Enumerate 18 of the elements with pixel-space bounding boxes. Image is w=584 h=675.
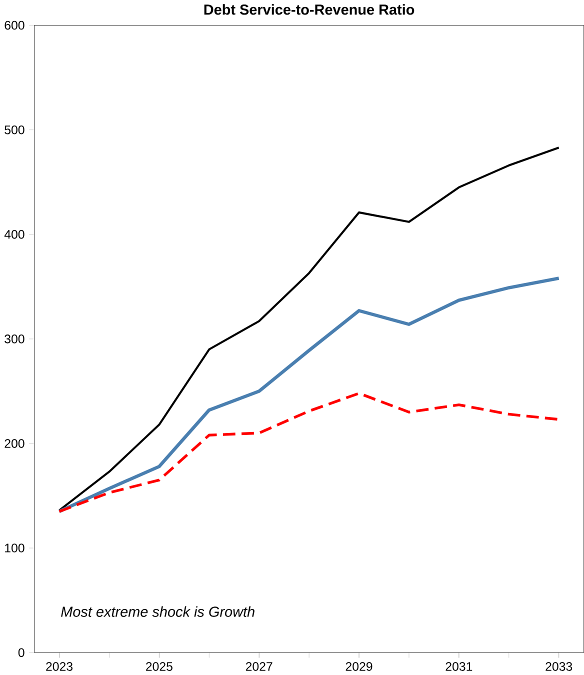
line-series: [58, 392, 560, 513]
x-tick-label: 2029: [346, 662, 372, 671]
x-tick-label: 2033: [546, 662, 572, 671]
y-tick-label: 500: [4, 125, 24, 134]
x-tick-label: 2023: [46, 662, 72, 671]
y-tick-label: 400: [4, 230, 24, 239]
y-tick-label: 200: [4, 439, 24, 448]
annotation: Most extreme shock is Growth: [61, 606, 254, 617]
chart-title: Debt Service-to-Revenue Ratio: [204, 4, 414, 15]
y-tick-label: 600: [4, 20, 24, 30]
x-tick-label: 2027: [246, 662, 272, 671]
y-tick-label: 0: [18, 648, 24, 657]
line-series: [58, 146, 560, 512]
line-series: [58, 276, 560, 514]
x-tick-label: 2025: [146, 662, 172, 671]
x-tick-label: 2031: [446, 662, 472, 671]
y-tick-label: 100: [5, 544, 24, 552]
y-tick-label: 300: [4, 334, 24, 344]
